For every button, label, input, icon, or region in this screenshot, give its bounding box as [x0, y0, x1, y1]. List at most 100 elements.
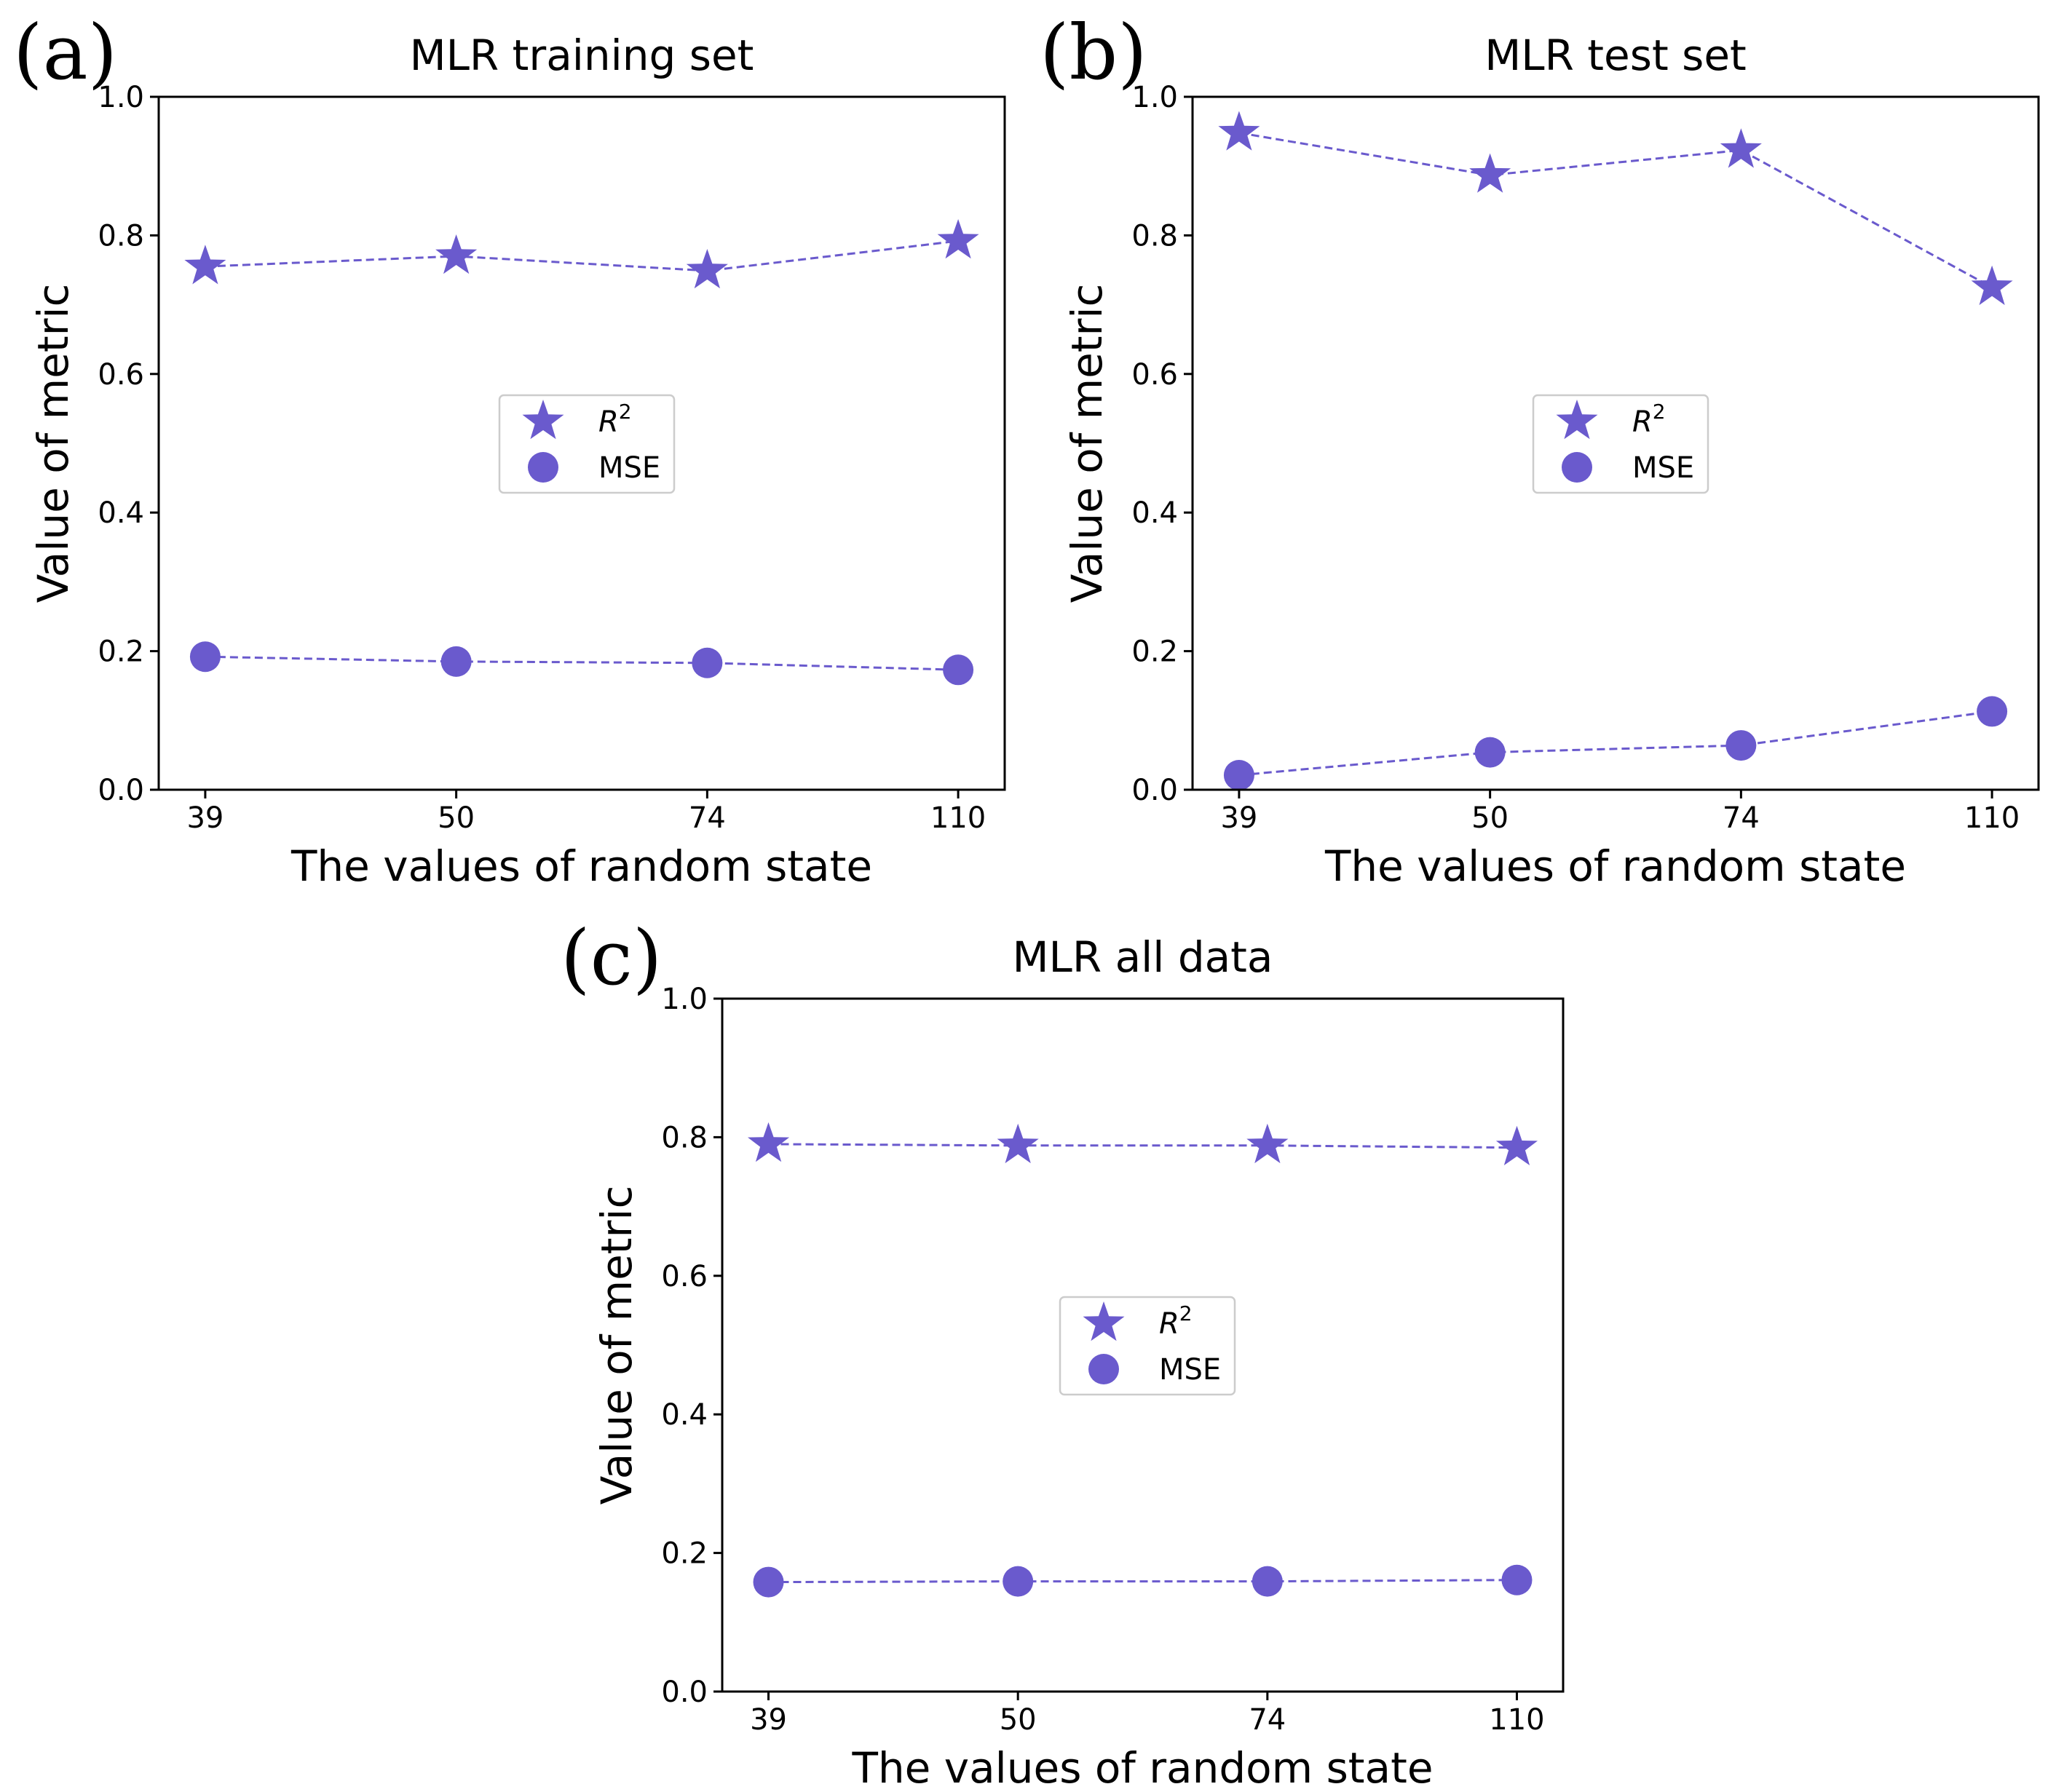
- data-point-r2: [997, 1123, 1039, 1164]
- series-line-circle: [1238, 710, 1993, 777]
- panel-label: (a): [13, 8, 117, 97]
- y-tick-label: 0.8: [1131, 219, 1178, 253]
- x-tick-label: 110: [1489, 1703, 1544, 1737]
- y-axis-label: Value of metric: [28, 284, 78, 603]
- x-tick-label: 50: [1471, 801, 1509, 835]
- chart-title: MLR test set: [1484, 31, 1747, 80]
- data-point-mse: [1725, 730, 1757, 761]
- legend-star-icon: [522, 400, 564, 440]
- y-tick-label: 0.8: [661, 1121, 708, 1154]
- plot-frame: [1191, 95, 2040, 791]
- x-tick-label: 74: [1249, 1703, 1286, 1737]
- x-axis-label: The values of random state: [290, 841, 872, 891]
- legend-circle-icon: [1562, 452, 1592, 483]
- legend-r2-superscript: 2: [1179, 1301, 1193, 1325]
- series-line-star: [1238, 132, 1993, 289]
- series-line-star: [205, 239, 959, 272]
- y-tick-label: 0.4: [1131, 496, 1178, 530]
- chart-panel-2: (c) MLR all data 0.0 0.2 0.4 0.6 0.8 1.0 39 50 74 1…: [561, 913, 1565, 1792]
- data-point-r2: [686, 249, 728, 289]
- x-tick-label: 50: [438, 801, 475, 835]
- data-point-mse: [753, 1566, 784, 1598]
- x-tick-label: 110: [930, 801, 986, 835]
- x-tick-label: 74: [1723, 801, 1760, 835]
- x-tick-label: 110: [1964, 801, 2020, 835]
- x-tick-label: 74: [689, 801, 726, 835]
- x-axis-label: The values of random state: [1324, 841, 1906, 891]
- legend: R2 MSE: [1059, 1296, 1236, 1396]
- series-line-circle: [768, 1579, 1517, 1584]
- legend-mse-label: MSE: [1632, 451, 1694, 485]
- y-tick-label: 0.0: [1131, 774, 1178, 807]
- legend-mse-label: MSE: [598, 451, 660, 485]
- chart-panel-0: (a) MLR training set 0.0 0.2 0.4 0.6 0.8 1.0 39 5…: [13, 8, 1006, 891]
- panel-label: (b): [1040, 8, 1147, 97]
- legend-mse-label: MSE: [1159, 1353, 1221, 1387]
- y-tick-label: 0.6: [661, 1260, 708, 1293]
- data-point-mse: [1252, 1566, 1283, 1597]
- legend-r2-base: R: [1159, 1307, 1179, 1341]
- y-tick-label: 1.0: [1131, 81, 1178, 114]
- data-point-mse: [1474, 737, 1506, 768]
- series-line-circle: [205, 655, 959, 671]
- x-tick-label: 50: [1000, 1703, 1037, 1737]
- y-axis-label: Value of metric: [1062, 284, 1112, 603]
- y-axis-label: Value of metric: [592, 1186, 641, 1505]
- data-point-r2: [1469, 153, 1511, 193]
- y-tick-label: 0.0: [98, 774, 144, 807]
- x-tick-label: 39: [1220, 801, 1257, 835]
- chart-title: MLR training set: [410, 31, 754, 80]
- legend-r2-superscript: 2: [619, 400, 632, 424]
- data-point-mse: [1003, 1566, 1034, 1597]
- x-axis-label: The values of random state: [851, 1743, 1433, 1792]
- legend-r2-label: R2: [1159, 1301, 1193, 1341]
- x-tick-label: 39: [186, 801, 224, 835]
- y-tick-label: 0.2: [98, 635, 144, 669]
- y-tick-label: 0.0: [661, 1676, 708, 1709]
- data-point-r2: [1720, 128, 1762, 168]
- data-point-r2: [748, 1122, 790, 1162]
- data-point-mse: [692, 647, 723, 678]
- data-point-mse: [1977, 696, 2008, 727]
- data-point-r2: [937, 219, 979, 259]
- plot-frame: [721, 997, 1565, 1693]
- legend-r2-superscript: 2: [1653, 400, 1666, 424]
- data-point-r2: [1246, 1123, 1289, 1164]
- y-tick-label: 0.8: [98, 219, 144, 253]
- plot-frame: [157, 95, 1006, 791]
- data-point-r2: [1495, 1125, 1538, 1165]
- data-point-mse: [440, 646, 472, 677]
- legend-star-icon: [1556, 400, 1598, 440]
- data-point-mse: [1501, 1564, 1533, 1595]
- data-point-r2: [435, 234, 478, 274]
- y-tick-label: 0.6: [98, 358, 144, 392]
- legend: R2 MSE: [498, 394, 676, 494]
- legend-r2-label: R2: [598, 400, 632, 439]
- legend-r2-base: R: [598, 405, 619, 439]
- legend-circle-icon: [528, 452, 558, 483]
- data-point-mse: [189, 641, 221, 673]
- y-tick-label: 1.0: [98, 81, 144, 114]
- chart-title: MLR all data: [1013, 932, 1273, 982]
- legend: R2 MSE: [1532, 394, 1709, 494]
- data-point-r2: [184, 245, 226, 285]
- series-line-star: [768, 1143, 1517, 1149]
- x-tick-label: 39: [750, 1703, 787, 1737]
- data-point-r2: [1971, 265, 2013, 306]
- y-tick-label: 1.0: [661, 983, 708, 1016]
- legend-circle-icon: [1088, 1354, 1119, 1384]
- legend-r2-base: R: [1632, 405, 1653, 439]
- panel-label: (c): [561, 913, 662, 1002]
- data-point-mse: [943, 654, 974, 686]
- data-point-r2: [1218, 111, 1260, 151]
- y-tick-label: 0.4: [661, 1398, 708, 1432]
- data-point-mse: [1223, 760, 1254, 791]
- legend-star-icon: [1083, 1301, 1125, 1341]
- y-tick-label: 0.2: [1131, 635, 1178, 669]
- legend-r2-label: R2: [1632, 400, 1666, 439]
- y-tick-label: 0.2: [661, 1537, 708, 1571]
- y-tick-label: 0.6: [1131, 358, 1178, 392]
- y-tick-label: 0.4: [98, 496, 144, 530]
- chart-panel-1: (b) MLR test set 0.0 0.2 0.4 0.6 0.8 1.0 39 50 74 1…: [1040, 8, 2040, 891]
